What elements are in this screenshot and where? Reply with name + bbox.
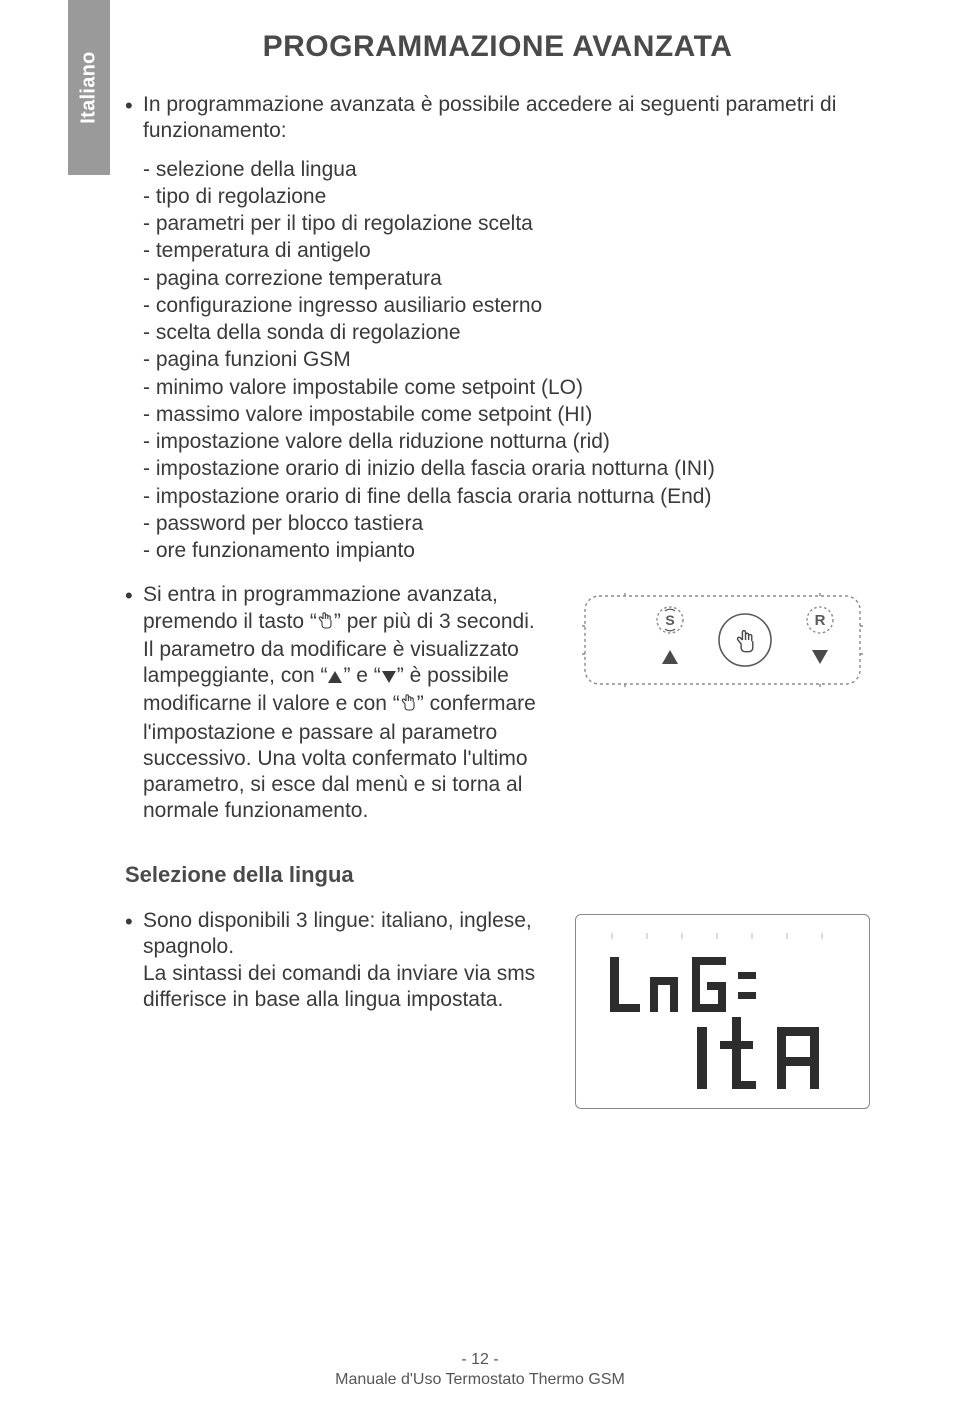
entry-p1b: ” per più di 3 secondi.	[334, 610, 535, 633]
main-content: In programmazione avanzata è possibile a…	[125, 92, 870, 1109]
keypad-figure: S R	[575, 582, 870, 698]
page-footer: - 12 - Manuale d'Uso Termostato Thermo G…	[0, 1351, 960, 1389]
parameter-item: - password per blocco tastiera	[143, 511, 870, 537]
language-tab: Italiano	[68, 0, 110, 175]
parameter-item: - configurazione ingresso ausiliario est…	[143, 293, 870, 319]
parameter-list: - selezione della lingua- tipo di regola…	[143, 157, 870, 565]
parameter-item: - scelta della sonda di regolazione	[143, 320, 870, 346]
svg-text:S: S	[665, 612, 674, 628]
parameter-item: - pagina correzione temperatura	[143, 266, 870, 292]
parameter-item: - tipo di regolazione	[143, 184, 870, 210]
entry-p2b: ” e “	[343, 664, 380, 687]
hand-icon	[400, 693, 417, 719]
parameter-item: - selezione della lingua	[143, 157, 870, 183]
entry-block: Si entra in programmazione avanzata, pre…	[125, 582, 545, 824]
parameter-item: - minimo valore impostabile come setpoin…	[143, 375, 870, 401]
section-heading-language: Selezione della lingua	[125, 861, 870, 889]
page-number: - 12 -	[0, 1351, 960, 1369]
parameter-item: - massimo valore impostabile come setpoi…	[143, 402, 870, 428]
parameter-item: - ore funzionamento impianto	[143, 538, 870, 564]
parameter-item: - impostazione orario di fine della fasc…	[143, 484, 870, 510]
lang-p2: La sintassi dei comandi da inviare via s…	[143, 961, 545, 1014]
parameter-item: - impostazione orario di inizio della fa…	[143, 456, 870, 482]
lang-p1: Sono disponibili 3 lingue: italiano, ing…	[143, 908, 545, 961]
page-title: PROGRAMMAZIONE AVANZATA	[125, 30, 870, 64]
intro-text: In programmazione avanzata è possibile a…	[143, 92, 870, 145]
lcd-figure	[575, 914, 870, 1109]
language-tab-label: Italiano	[78, 51, 101, 123]
parameter-item: - impostazione valore della riduzione no…	[143, 429, 870, 455]
lang-block: Sono disponibili 3 lingue: italiano, ing…	[125, 908, 545, 1013]
intro-block: In programmazione avanzata è possibile a…	[125, 92, 870, 564]
svg-text:R: R	[815, 612, 826, 629]
doc-title: Manuale d'Uso Termostato Thermo GSM	[0, 1371, 960, 1389]
parameter-item: - parametri per il tipo di regolazione s…	[143, 211, 870, 237]
parameter-item: - pagina funzioni GSM	[143, 347, 870, 373]
parameter-item: - temperatura di antigelo	[143, 238, 870, 264]
triangle-up-icon	[327, 665, 343, 691]
hand-icon	[317, 611, 334, 637]
triangle-down-icon	[381, 665, 397, 691]
